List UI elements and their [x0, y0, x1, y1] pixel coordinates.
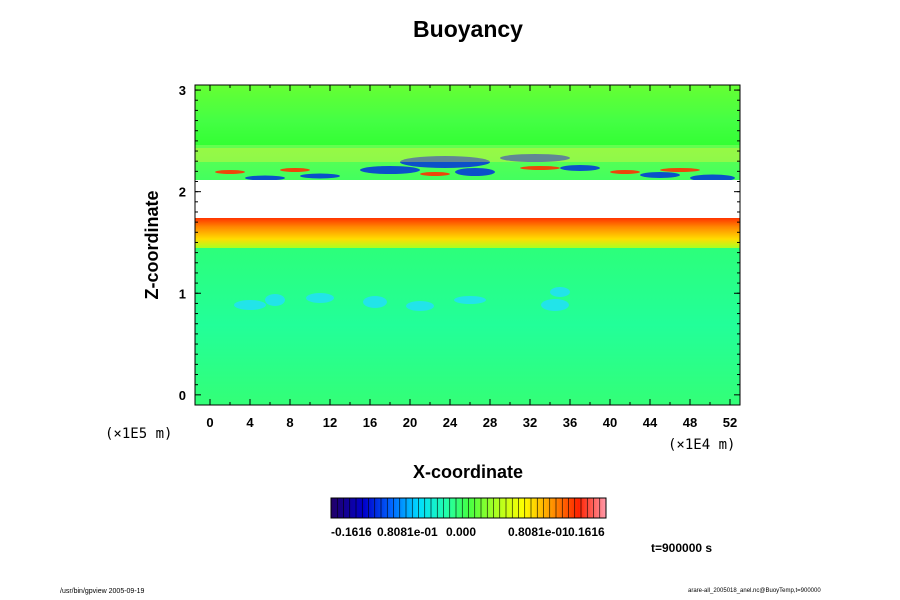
y-axis: 0 1 2 3 [179, 83, 740, 403]
positive-eddy [215, 170, 245, 174]
colorbar-label: 0.8081e-01 [508, 525, 569, 539]
x-tick-label: 44 [643, 415, 658, 430]
weak-negative-eddy [541, 299, 569, 311]
negative-eddy [640, 172, 680, 178]
y-tick-label: 0 [179, 388, 186, 403]
negative-eddy [360, 166, 420, 174]
weak-negative-eddy [265, 294, 285, 306]
colorbar: -0.1616 0.8081e-01 0.000 0.8081e-01 0.1616 [330, 497, 607, 539]
x-tick-label: 16 [363, 415, 377, 430]
time-label: t=900000 s [651, 541, 713, 555]
x-axis-title: X-coordinate [413, 462, 523, 482]
x-tick-label: 12 [323, 415, 337, 430]
x-unit-label: (×1E4 m) [668, 437, 735, 453]
weak-negative-eddy [234, 300, 266, 310]
x-tick-label: 40 [603, 415, 617, 430]
positive-layer [195, 218, 740, 248]
y-axis-title: Z-coordinate [142, 190, 162, 299]
x-tick-label: 4 [246, 415, 254, 430]
x-tick-label: 36 [563, 415, 577, 430]
weak-negative-eddy [363, 296, 387, 308]
x-tick-label: 52 [723, 415, 737, 430]
x-tick-label: 20 [403, 415, 417, 430]
x-tick-label: 8 [286, 415, 293, 430]
positive-eddy [610, 170, 640, 174]
colorbar-label: 0.1616 [568, 525, 605, 539]
buoyancy-field [195, 85, 740, 405]
positive-eddy [280, 168, 310, 172]
x-tick-label: 32 [523, 415, 537, 430]
x-axis: 0 4 8 12 16 20 24 28 32 36 40 44 48 52 [206, 85, 737, 430]
yellow-wave-layer [195, 148, 740, 162]
footer-program-info: /usr/bin/gpview 2005-09-19 [60, 588, 145, 595]
y-tick-label: 1 [179, 286, 186, 301]
negative-eddy [400, 156, 490, 168]
x-tick-label: 28 [483, 415, 497, 430]
negative-eddy [690, 174, 735, 182]
x-tick-label: 0 [206, 415, 213, 430]
weak-negative-eddy [306, 293, 334, 303]
weak-negative-eddy [406, 301, 434, 311]
chart-title: Buoyancy [413, 16, 523, 42]
y-tick-label: 3 [179, 83, 186, 98]
x-tick-label: 24 [443, 415, 458, 430]
footer-file-info: arare-all_2005018_anel.nc@BuoyTemp,t=900… [688, 588, 821, 594]
negative-eddy [300, 173, 340, 179]
field-upper-region [195, 85, 740, 145]
negative-eddy [455, 168, 495, 176]
weak-negative-eddy [550, 287, 570, 297]
positive-eddy [520, 166, 560, 170]
colorbar-label: -0.1616 [331, 525, 372, 539]
y-tick-label: 2 [179, 185, 186, 200]
y-unit-label: (×1E5 m) [105, 426, 172, 442]
colorbar-label: 0.8081e-01 [377, 525, 438, 539]
negative-eddy [560, 165, 600, 171]
colorbar-label: 0.000 [446, 525, 476, 539]
negative-eddy [500, 154, 570, 162]
negative-eddy [245, 175, 285, 181]
positive-eddy [420, 172, 450, 176]
missing-band [195, 180, 740, 218]
plot-frame [194, 84, 741, 406]
positive-eddy [660, 168, 700, 172]
x-tick-label: 48 [683, 415, 697, 430]
weak-negative-eddy [454, 296, 486, 304]
